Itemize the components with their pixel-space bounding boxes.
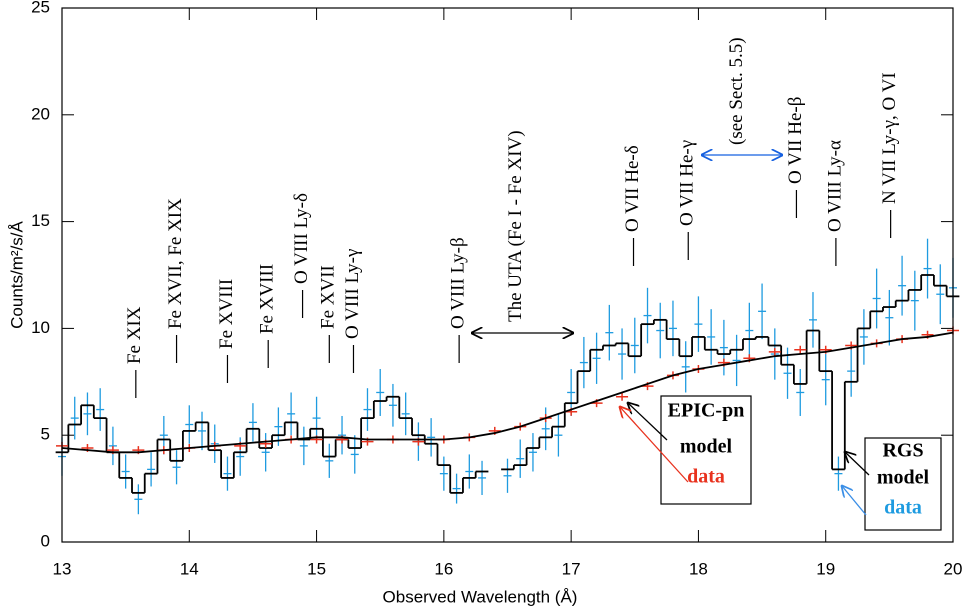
x-tick-label: 19 <box>816 559 835 578</box>
x-tick-label: 13 <box>53 559 72 578</box>
annotation: N VII Ly-γ, O VI <box>879 72 900 204</box>
annotation: (see Sect. 5.5) <box>726 37 747 145</box>
annotation: Fe XVIII <box>257 264 278 334</box>
annotation: Fe XVII <box>318 265 339 329</box>
y-tick-label: 0 <box>41 531 50 550</box>
x-tick-label: 18 <box>689 559 708 578</box>
annotation: O VIII Ly-γ <box>342 249 363 339</box>
y-tick-label: 20 <box>31 104 50 123</box>
y-axis-label: Counts/m²/s/Å <box>7 220 26 328</box>
legend-box <box>660 395 752 505</box>
x-tick-label: 17 <box>562 559 581 578</box>
legend-item: model <box>680 436 733 458</box>
legend-arrow <box>628 403 668 441</box>
legend-item: data <box>884 497 922 519</box>
x-tick-label: 14 <box>180 559 199 578</box>
legend-arrow <box>842 486 867 516</box>
data-point <box>768 347 781 356</box>
annotation: O VII He-δ <box>622 145 643 232</box>
y-tick-label: 25 <box>31 0 50 16</box>
model-step-riser <box>67 275 948 493</box>
annotation: O VII He-γ <box>677 140 698 226</box>
legend-title: EPIC-pn <box>668 400 745 422</box>
legend-arrow <box>620 407 689 483</box>
annotation: O VIII Ly-β <box>447 237 468 329</box>
legend-box <box>864 437 942 531</box>
annotation: Fe XVII, Fe XIX <box>165 198 186 329</box>
x-axis-label: Observed Wavelength (Å) <box>383 587 578 606</box>
annotation: O VIII Ly-α <box>824 140 845 232</box>
plot-data <box>55 238 960 515</box>
annotation: The UTA (Fe I - Fe XIV) <box>505 130 526 322</box>
x-tick-label: 15 <box>307 559 326 578</box>
annotation: Fe XVIII <box>216 279 237 349</box>
y-tick-label: 15 <box>31 211 50 230</box>
data-point <box>794 345 807 354</box>
x-tick-label: 16 <box>434 559 453 578</box>
annotation: Fe XIX <box>124 306 145 364</box>
annotation: O VII He-β <box>785 97 806 184</box>
x-tick-label: 20 <box>944 559 963 578</box>
y-tick-label: 5 <box>41 425 50 444</box>
legend-title: RGS <box>882 440 923 462</box>
legend-arrow <box>845 452 870 476</box>
y-tick-label: 10 <box>31 318 50 337</box>
legend-item: model <box>877 467 930 489</box>
annotation: O VIII Ly-δ <box>291 193 312 284</box>
plot-frame <box>61 7 954 543</box>
data-point <box>616 392 629 401</box>
legend-item: data <box>687 466 725 488</box>
model-line <box>61 331 954 454</box>
